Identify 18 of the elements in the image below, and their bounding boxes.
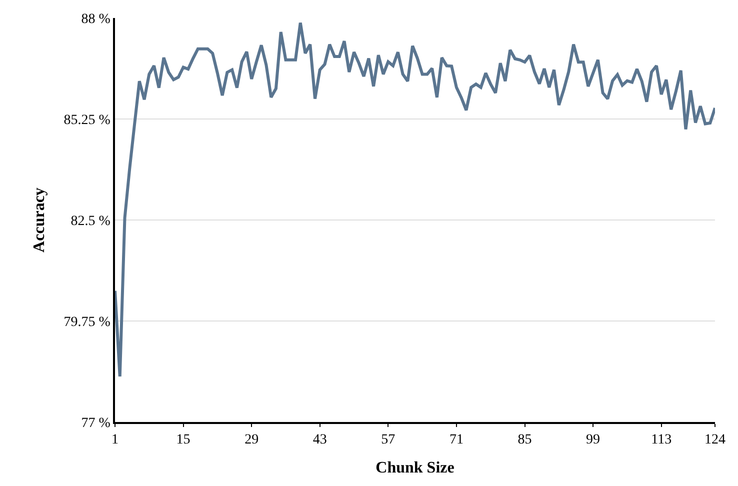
y-tick-label: 79.75 % xyxy=(64,314,111,330)
x-tick-label: 85 xyxy=(518,432,532,448)
x-tick-label: 1 xyxy=(112,432,118,448)
x-tick-label: 71 xyxy=(449,432,464,448)
y-tick-label: 82.5 % xyxy=(70,214,111,229)
x-tick-label: 15 xyxy=(176,432,190,448)
x-tick-label: 43 xyxy=(312,432,327,448)
x-tick-label: 57 xyxy=(381,432,396,448)
y-tick-label: 77 % xyxy=(81,416,111,431)
x-tick-label: 113 xyxy=(651,432,672,448)
y-tick-label: 85.25 % xyxy=(64,112,111,128)
y-axis-title: Accuracy xyxy=(31,188,48,252)
x-tick-label: 124 xyxy=(704,432,726,448)
y-tick-label: 88 % xyxy=(81,12,111,27)
x-tick-label: 29 xyxy=(244,432,259,448)
x-axis-title: Chunk Size xyxy=(376,460,454,477)
x-tick-label: 99 xyxy=(586,432,600,448)
line-series xyxy=(115,21,715,378)
